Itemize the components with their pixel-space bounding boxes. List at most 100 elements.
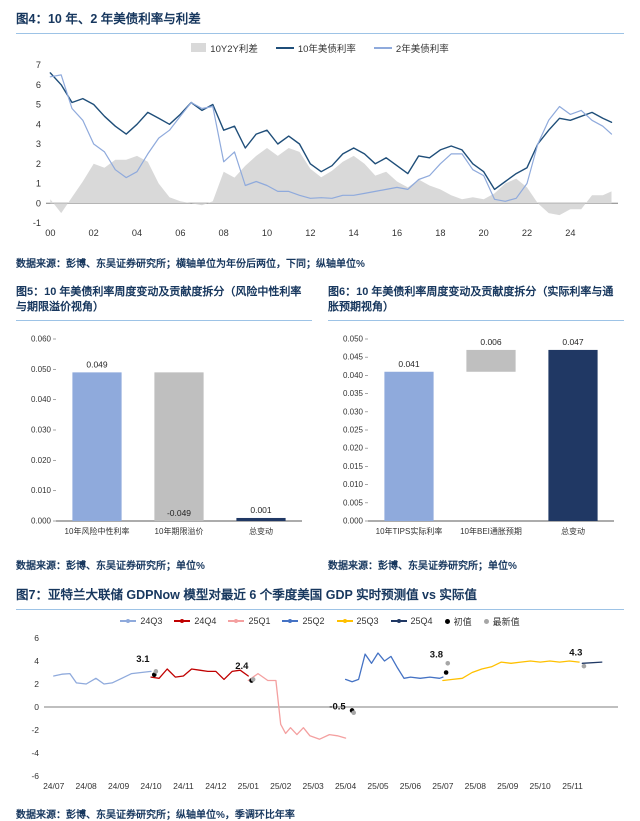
svg-text:0.035: 0.035 xyxy=(343,389,364,398)
svg-text:0.040: 0.040 xyxy=(343,371,364,380)
svg-text:总变动: 总变动 xyxy=(249,526,273,536)
svg-text:16: 16 xyxy=(392,228,402,238)
legend-swatch-25Q2 xyxy=(282,617,299,625)
figure4-source: 数据来源：彭博、东吴证券研究所；横轴单位为年份后两位，下同；纵轴单位% xyxy=(16,258,365,270)
svg-text:24: 24 xyxy=(565,228,575,238)
svg-text:25/05: 25/05 xyxy=(367,781,389,791)
svg-text:0.010: 0.010 xyxy=(343,480,364,489)
svg-text:0.050: 0.050 xyxy=(343,334,364,343)
svg-text:12: 12 xyxy=(305,228,315,238)
svg-text:5: 5 xyxy=(36,99,41,109)
svg-text:-4: -4 xyxy=(31,748,39,758)
svg-text:0.000: 0.000 xyxy=(343,516,364,525)
figure7-section: 图7：亚特兰大联储 GDPNow 模型对最近 6 个季度美国 GDP 实时预测值… xyxy=(16,584,624,821)
svg-text:-0.5: -0.5 xyxy=(329,701,346,712)
legend-item-24Q3: 24Q3 xyxy=(120,616,162,626)
svg-text:0.049: 0.049 xyxy=(86,359,108,369)
figure5-title: 图5：10 年美债利率周度变动及贡献度拆分（风险中性利率与期限溢价视角） xyxy=(16,282,312,321)
svg-text:0.025: 0.025 xyxy=(343,425,364,434)
svg-text:25/07: 25/07 xyxy=(432,781,454,791)
legend-label-最新值: 最新值 xyxy=(492,616,520,627)
legend-swatch-24Q3 xyxy=(120,617,137,625)
figure6-title: 图6：10 年美债利率周度变动及贡献度拆分（实际利率与通胀预期视角） xyxy=(328,282,624,321)
figure6-source: 数据来源：彭博、东吴证券研究所；单位% xyxy=(328,560,517,572)
svg-text:0.040: 0.040 xyxy=(31,395,52,404)
figure5-source: 数据来源：彭博、东吴证券研究所；单位% xyxy=(16,560,205,572)
svg-text:24/12: 24/12 xyxy=(205,781,227,791)
svg-text:25/11: 25/11 xyxy=(562,781,583,791)
svg-text:总变动: 总变动 xyxy=(561,526,585,536)
svg-text:20: 20 xyxy=(479,228,489,238)
svg-text:0: 0 xyxy=(34,702,39,712)
figure6-section: 图6：10 年美债利率周度变动及贡献度拆分（实际利率与通胀预期视角） 0.000… xyxy=(328,282,624,572)
svg-text:24/08: 24/08 xyxy=(76,781,98,791)
svg-text:14: 14 xyxy=(349,228,359,238)
svg-text:3: 3 xyxy=(36,139,41,149)
svg-text:04: 04 xyxy=(132,228,142,238)
svg-text:18: 18 xyxy=(435,228,445,238)
svg-text:0.000: 0.000 xyxy=(31,516,52,525)
svg-text:6: 6 xyxy=(36,80,41,90)
svg-text:0.020: 0.020 xyxy=(31,456,52,465)
svg-text:0: 0 xyxy=(36,198,41,208)
figure4-title: 图4：10 年、2 年美债利率与利差 xyxy=(16,8,624,34)
figure5-chart: 0.000 0.010 0.020 0.030 0.040 0.050 0.060 0.049… xyxy=(16,323,312,556)
legend-item-25Q1: 25Q1 xyxy=(228,616,270,626)
svg-text:0.005: 0.005 xyxy=(343,498,364,507)
svg-text:00: 00 xyxy=(45,228,55,238)
legend-swatch-10Y2Y利差 xyxy=(191,43,207,53)
svg-text:-1: -1 xyxy=(33,218,41,228)
figure7-title: 图7：亚特兰大联储 GDPNow 模型对最近 6 个季度美国 GDP 实时预测值… xyxy=(16,584,624,610)
figure4-legend: 10Y2Y利差 10年美债利率 2年美债利率 xyxy=(16,41,624,55)
svg-text:-2: -2 xyxy=(31,725,39,735)
svg-text:3.8: 3.8 xyxy=(430,649,443,660)
svg-text:24/09: 24/09 xyxy=(108,781,130,791)
svg-text:0.015: 0.015 xyxy=(343,462,364,471)
svg-text:10年BEI通胀预期: 10年BEI通胀预期 xyxy=(460,526,522,536)
figure6-chart: 0.000 0.005 0.010 0.015 0.020 0.025 0.030 0.035… xyxy=(328,323,624,556)
svg-text:0.047: 0.047 xyxy=(562,337,584,347)
svg-text:02: 02 xyxy=(89,228,99,238)
svg-text:-6: -6 xyxy=(31,771,39,781)
legend-swatch-24Q4 xyxy=(174,617,191,625)
svg-text:2.4: 2.4 xyxy=(235,661,249,672)
legend-label-10Y2Y利差: 10Y2Y利差 xyxy=(210,43,258,55)
svg-text:25/02: 25/02 xyxy=(270,781,292,791)
svg-text:25/08: 25/08 xyxy=(465,781,487,791)
svg-text:0.041: 0.041 xyxy=(398,359,420,369)
svg-text:25/06: 25/06 xyxy=(400,781,422,791)
legend-label-初值: 初值 xyxy=(453,616,472,627)
figure7-legend: 24Q3 24Q4 25Q1 25Q2 25Q3 25Q4 初值 最新值 xyxy=(16,615,624,628)
svg-text:4: 4 xyxy=(34,656,39,666)
legend-swatch-最新值 xyxy=(483,618,489,624)
legend-label-24Q3: 24Q3 xyxy=(140,616,163,627)
legend-label-10年美债利率: 10年美债利率 xyxy=(297,43,356,55)
svg-text:10年期限溢价: 10年期限溢价 xyxy=(155,526,204,536)
legend-label-25Q3: 25Q3 xyxy=(356,616,379,627)
fig7-svg: -6 -4 -2 0 2 4 6 24/07 24/08 24/09 24/10 24/11 24/12… xyxy=(31,633,618,791)
legend-swatch-初值 xyxy=(444,618,450,624)
legend-label-25Q4: 25Q4 xyxy=(410,616,433,627)
svg-text:3.1: 3.1 xyxy=(136,654,150,665)
svg-text:10: 10 xyxy=(262,228,272,238)
svg-text:0.006: 0.006 xyxy=(480,337,502,347)
svg-text:6: 6 xyxy=(34,633,39,643)
svg-text:4.3: 4.3 xyxy=(569,647,582,658)
figures-5-6-row: 图5：10 年美债利率周度变动及贡献度拆分（风险中性利率与期限溢价视角） 0.0… xyxy=(16,282,624,572)
svg-text:0.060: 0.060 xyxy=(31,334,52,343)
legend-swatch-25Q4 xyxy=(390,617,407,625)
svg-text:0.030: 0.030 xyxy=(343,407,364,416)
svg-text:2: 2 xyxy=(34,679,39,689)
svg-text:06: 06 xyxy=(175,228,185,238)
svg-text:24/10: 24/10 xyxy=(140,781,162,791)
svg-text:25/03: 25/03 xyxy=(303,781,325,791)
fig5-svg: 0.000 0.010 0.020 0.030 0.040 0.050 0.060 0.049… xyxy=(31,334,302,536)
legend-swatch-10年美债利率 xyxy=(275,46,294,50)
legend-swatch-25Q1 xyxy=(228,617,245,625)
svg-text:0.020: 0.020 xyxy=(343,444,364,453)
legend-swatch-25Q3 xyxy=(336,617,353,625)
svg-text:4: 4 xyxy=(36,119,41,129)
svg-text:25/01: 25/01 xyxy=(238,781,260,791)
